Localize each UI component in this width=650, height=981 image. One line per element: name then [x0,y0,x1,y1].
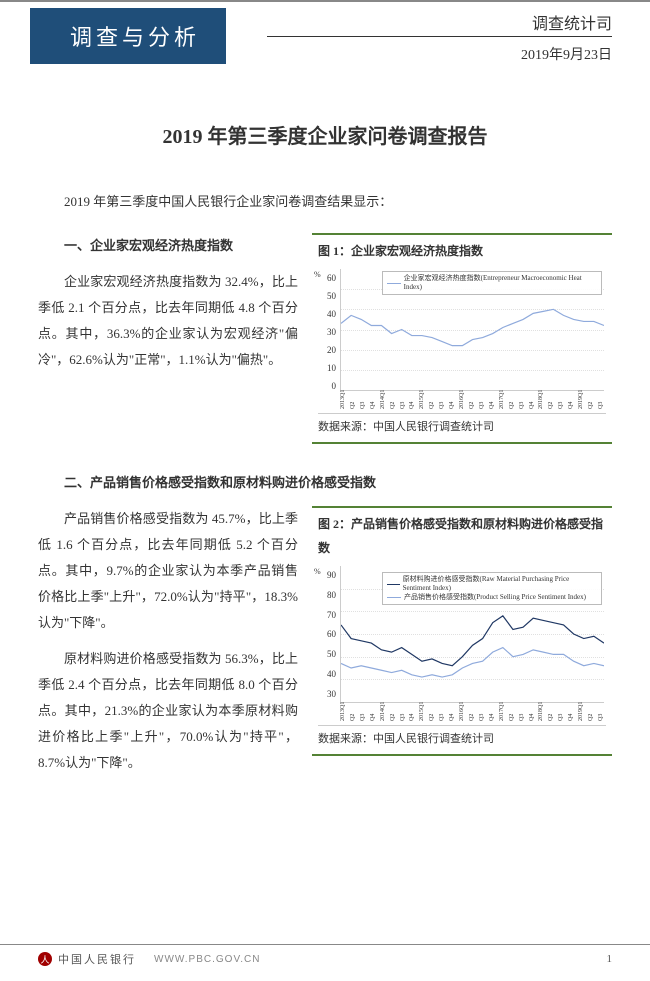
banner: 调查与分析 [30,8,226,64]
header-underline [267,36,612,37]
page-title: 2019 年第三季度企业家问卷调查报告 [0,120,650,149]
section-1-body: 企业家宏观经济热度指数为 32.4%，比上季低 2.1 个百分点，比去年同期低 … [38,269,298,373]
section-2-text: 产品销售价格感受指数为 45.7%，比上季低 1.6 个百分点，比去年同期低 5… [38,506,298,776]
section-1-heading: 一、企业家宏观经济热度指数 [38,233,298,259]
chart-2-source: 数据来源：中国人民银行调查统计司 [318,725,606,750]
chart-1-title: 图 1：企业家宏观经济热度指数 [318,239,606,263]
page-number: 1 [607,953,613,965]
section-2-p1: 产品销售价格感受指数为 45.7%，比上季低 1.6 个百分点，比去年同期低 5… [38,506,298,636]
bank-logo-icon: 人 [38,952,52,966]
section-1-text: 一、企业家宏观经济热度指数 企业家宏观经济热度指数为 32.4%，比上季低 2.… [38,233,298,444]
department: 调查统计司 [521,10,612,34]
chart-2-box: 图 2：产品销售价格感受指数和原材料购进价格感受指数 9080706050403… [312,506,612,756]
chart-2-title: 图 2：产品销售价格感受指数和原材料购进价格感受指数 [318,512,606,560]
date: 2019年9月23日 [521,44,612,64]
bank-name: 中国人民银行 [58,951,136,967]
chart-1-box: 图 1：企业家宏观经济热度指数 6050403020100%2013Q1Q2Q3… [312,233,612,444]
footer: 人 中国人民银行 WWW.PBC.GOV.CN 1 [0,944,650,967]
header-right: 调查统计司 2019年9月23日 [521,10,612,64]
chart-1: 图 1：企业家宏观经济热度指数 6050403020100%2013Q1Q2Q3… [312,233,612,444]
section-2-p2: 原材料购进价格感受指数为 56.3%，比上季低 2.4 个百分点，比去年同期低 … [38,646,298,776]
chart-1-plot: 6050403020100%2013Q1Q2Q3Q42014Q1Q2Q3Q420… [318,269,606,409]
section-1-row: 一、企业家宏观经济热度指数 企业家宏观经济热度指数为 32.4%，比上季低 2.… [38,233,612,444]
chart-2-plot: 90807060504030%2013Q1Q2Q3Q42014Q1Q2Q3Q42… [318,566,606,721]
section-2-heading: 二、产品销售价格感受指数和原材料购进价格感受指数 [38,470,612,496]
section-2-row: 产品销售价格感受指数为 45.7%，比上季低 1.6 个百分点，比去年同期低 5… [38,506,612,776]
header: 调查与分析 调查统计司 2019年9月23日 [0,8,650,64]
intro: 2019 年第三季度中国人民银行企业家问卷调查结果显示： [38,189,612,215]
top-rule [0,0,650,2]
chart-2: 图 2：产品销售价格感受指数和原材料购进价格感受指数 9080706050403… [312,506,612,776]
content: 2019 年第三季度中国人民银行企业家问卷调查结果显示： 一、企业家宏观经济热度… [0,189,650,776]
chart-1-source: 数据来源：中国人民银行调查统计司 [318,413,606,438]
footer-url: WWW.PBC.GOV.CN [154,954,260,965]
